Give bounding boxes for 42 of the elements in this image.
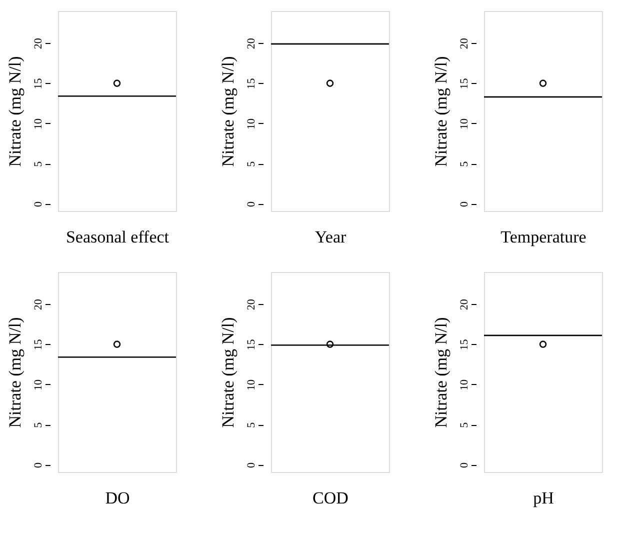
y-tick-label: 10 bbox=[458, 378, 470, 390]
y-tick-label: 20 bbox=[246, 298, 258, 310]
x-axis-title: Seasonal effect bbox=[66, 228, 170, 246]
y-tick-label: 20 bbox=[458, 298, 470, 310]
y-tick-label: 5 bbox=[32, 422, 44, 428]
y-tick-label: 20 bbox=[32, 38, 44, 50]
y-tick-label: 15 bbox=[458, 338, 470, 350]
y-axis-title: Nitrate (mg N/l) bbox=[6, 317, 24, 428]
y-tick-label: 15 bbox=[32, 338, 44, 350]
y-tick-label: 5 bbox=[246, 422, 258, 428]
y-tick-label: 10 bbox=[458, 118, 470, 130]
x-axis-title: DO bbox=[105, 488, 130, 508]
y-tick-label: 10 bbox=[32, 118, 44, 130]
x-axis-title: Year bbox=[314, 228, 346, 246]
y-tick-label: 5 bbox=[246, 160, 258, 167]
y-tick-label: 15 bbox=[458, 78, 470, 90]
y-tick-label: 5 bbox=[32, 160, 44, 167]
y-axis-title: Nitrate (mg N/l) bbox=[218, 56, 238, 167]
x-axis-title: pH bbox=[533, 488, 554, 508]
x-axis-title: COD bbox=[312, 488, 348, 508]
y-tick-label: 15 bbox=[246, 338, 258, 350]
y-tick-label: 10 bbox=[246, 378, 258, 390]
y-axis-title: Nitrate (mg N/l) bbox=[432, 56, 450, 167]
y-axis-title: Nitrate (mg N/l) bbox=[6, 56, 24, 167]
x-axis-title: Temperature bbox=[500, 228, 586, 246]
y-tick-label: 20 bbox=[246, 38, 258, 50]
y-axis-title: Nitrate (mg N/l) bbox=[432, 317, 450, 428]
y-tick-label: 15 bbox=[32, 78, 44, 90]
y-tick-label: 20 bbox=[458, 38, 470, 50]
y-tick-label: 10 bbox=[246, 118, 258, 130]
y-tick-label: 20 bbox=[32, 298, 44, 310]
y-tick-label: 0 bbox=[458, 201, 470, 208]
y-tick-label: 15 bbox=[246, 78, 258, 90]
y-tick-label: 5 bbox=[458, 160, 470, 167]
y-tick-label: 5 bbox=[458, 422, 470, 428]
y-axis-title: Nitrate (mg N/l) bbox=[218, 317, 238, 428]
y-tick-label: 0 bbox=[32, 201, 44, 208]
y-tick-label: 10 bbox=[32, 378, 44, 390]
y-tick-label: 0 bbox=[246, 201, 258, 208]
y-tick-label: 0 bbox=[32, 462, 44, 468]
y-tick-label: 0 bbox=[458, 462, 470, 468]
y-tick-label: 0 bbox=[246, 462, 258, 468]
